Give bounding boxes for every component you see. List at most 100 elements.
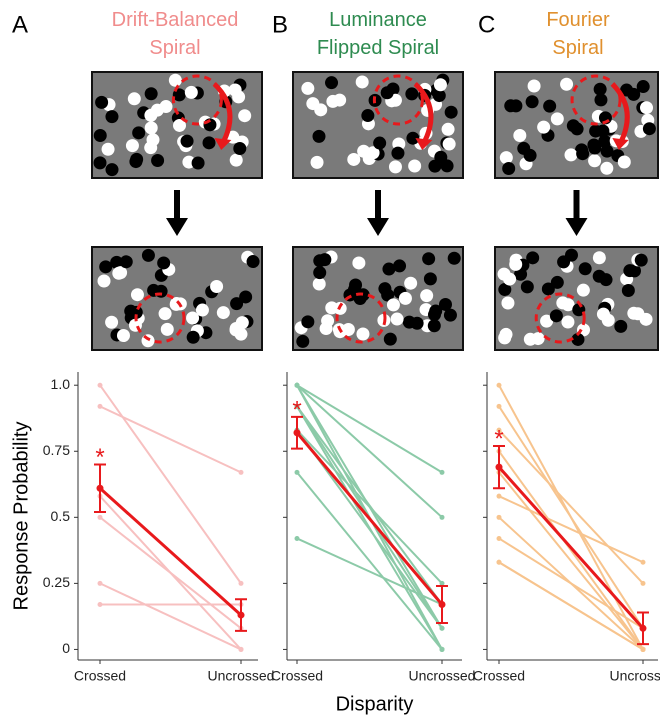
stimulus-dot: [509, 257, 523, 271]
x-tick-label: Uncrossed: [409, 668, 476, 684]
stimulus-dot: [427, 319, 441, 333]
y-tick-label: 0.5: [51, 508, 71, 524]
stimulus-dot: [112, 266, 126, 280]
subject-point: [238, 646, 244, 652]
x-tick-label: Crossed: [74, 668, 126, 684]
subject-point: [496, 427, 502, 433]
y-tick-label: 1.0: [51, 376, 71, 392]
stimulus-dot: [239, 290, 253, 304]
subject-point: [439, 514, 445, 520]
stimulus-dot: [195, 303, 209, 317]
stimulus-dot: [391, 146, 405, 160]
stimulus-dot: [383, 332, 397, 346]
stimulus-dot: [210, 280, 224, 294]
subject-line: [296, 471, 443, 651]
stimulus-dot: [393, 259, 407, 273]
stimulus-dot: [130, 152, 144, 166]
stimulus-dot: [537, 120, 551, 134]
panel-title: Luminance Flipped Spiral: [316, 9, 440, 59]
stimulus-dot: [97, 274, 111, 288]
stimulus-dot: [509, 99, 523, 113]
stimulus-dot: [501, 296, 515, 310]
stimulus-dot: [423, 272, 437, 286]
stimulus-dot: [549, 309, 563, 323]
stimulus-dot: [95, 95, 109, 109]
stimulus-dot: [169, 297, 183, 311]
stimulus-dot: [160, 322, 174, 336]
subject-point: [439, 646, 445, 652]
stimulus-dot: [116, 329, 130, 343]
stimulus-dot: [93, 129, 107, 143]
stimulus-dot: [386, 298, 400, 312]
stimulus-dot: [550, 275, 564, 289]
highlight-circle: [134, 292, 186, 344]
stimulus-dot: [388, 160, 402, 174]
stimulus-dot: [144, 121, 158, 135]
subject-point: [496, 535, 502, 541]
subject-line: [498, 405, 644, 629]
subject-line: [498, 450, 644, 651]
stimulus-dot: [129, 305, 143, 319]
stimulus-dot: [642, 122, 656, 136]
x-axis-label: Disparity: [336, 693, 414, 715]
stimulus-dot: [347, 152, 361, 166]
stimulus-dot: [578, 262, 592, 276]
stimulus-dot: [598, 134, 612, 148]
stimulus-dot: [157, 256, 171, 270]
stimulus-dot: [627, 264, 641, 278]
panel-title: Fourier Spiral: [546, 9, 610, 59]
stimulus-dot: [499, 151, 513, 165]
stimulus-dot: [180, 134, 194, 148]
stimulus-dot: [599, 273, 613, 287]
stimulus-dot: [99, 260, 113, 274]
stimulus-dot: [333, 93, 347, 107]
stimulus-dot: [527, 79, 541, 93]
stimulus-dot: [420, 289, 434, 303]
subject-point: [496, 382, 502, 388]
stimulus-dot: [159, 100, 173, 114]
error-bar: [94, 463, 106, 514]
highlight-circle: [570, 74, 622, 126]
error-bar: [637, 611, 649, 646]
stimulus-dot: [318, 253, 332, 267]
stimulus-dot: [125, 139, 139, 153]
stimulus-dot: [634, 253, 648, 267]
stimulus-dot: [502, 161, 516, 175]
stimulus-dot: [325, 76, 339, 90]
stimulus-dot: [526, 251, 540, 265]
subject-line: [296, 537, 443, 606]
panel-label: C: [478, 11, 495, 38]
stimulus-dot: [592, 251, 606, 265]
stimulus-dot: [93, 156, 107, 170]
subject-point: [496, 514, 502, 520]
stimulus-dot: [230, 297, 244, 311]
stimulus-dot: [232, 90, 246, 104]
panel-label: A: [12, 11, 28, 38]
stimulus-dot: [361, 109, 375, 123]
error-bar: [493, 444, 505, 490]
stimulus-dot: [405, 87, 419, 101]
subject-point: [496, 559, 502, 565]
stimulus-dot: [141, 248, 155, 262]
stimulus-dot: [173, 118, 187, 132]
subject-point: [97, 403, 103, 409]
stimulus-dot: [617, 155, 631, 169]
stimulus-dot: [105, 110, 119, 124]
x-tick-label: Uncrossed: [610, 668, 660, 684]
stimulus-dot: [141, 334, 155, 348]
stimulus-dot: [341, 322, 355, 336]
stimulus-dot: [441, 122, 455, 136]
stimulus-dot: [186, 330, 200, 344]
subject-point: [97, 602, 103, 608]
highlight-circle: [534, 292, 586, 344]
stimulus-dot: [390, 312, 404, 326]
error-bar: [235, 598, 247, 632]
stimulus-dot: [564, 148, 578, 162]
stimulus-dot: [130, 288, 144, 302]
subject-line: [498, 537, 644, 630]
stimulus-dot: [576, 147, 590, 161]
subject-line: [296, 384, 443, 519]
stimulus-dot: [560, 77, 574, 91]
subject-point: [97, 580, 103, 586]
